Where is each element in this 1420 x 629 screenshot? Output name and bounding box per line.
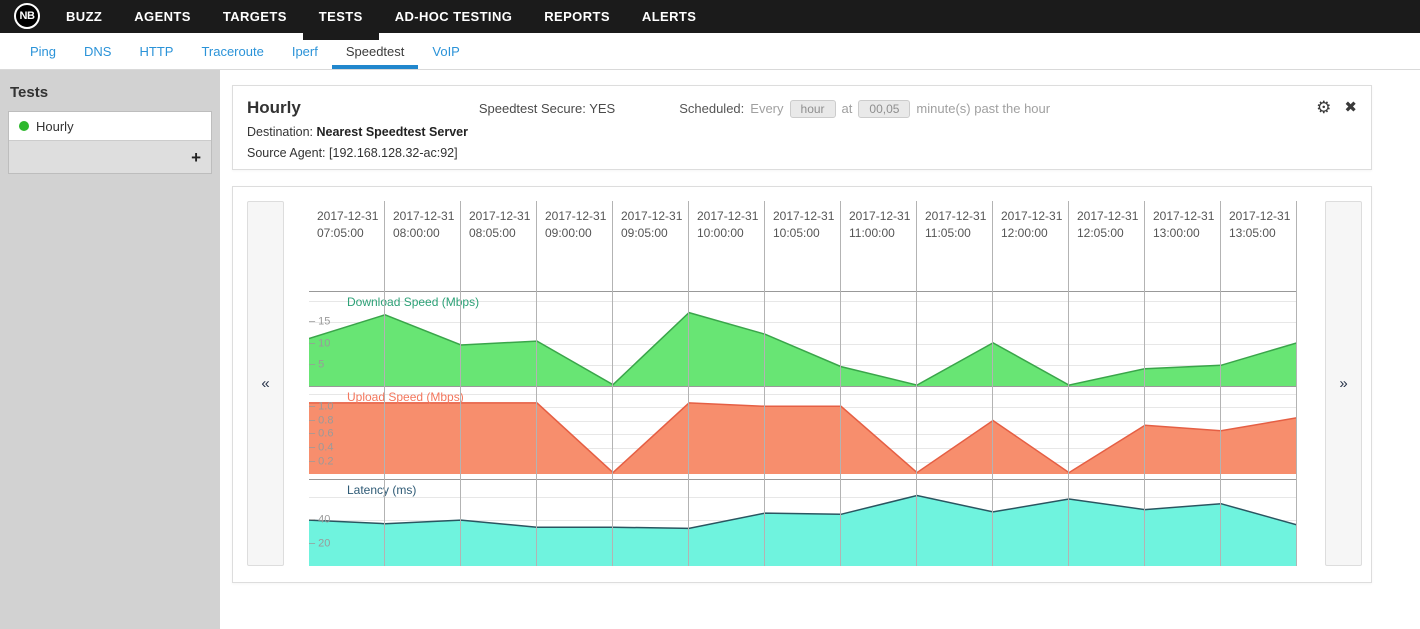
- subnav-item-ping[interactable]: Ping: [30, 43, 57, 59]
- latency-chart: – 20 – 40 Latency (ms): [309, 479, 1297, 566]
- horizontal-gridline: [309, 322, 1297, 324]
- destination-label: Destination:: [247, 125, 314, 139]
- destination-value: Nearest Speedtest Server: [316, 125, 468, 139]
- subnav-item-voip[interactable]: VoIP: [432, 43, 460, 59]
- upload-speed-area: [309, 402, 1297, 474]
- latency-tick-20: – 20: [309, 536, 331, 549]
- timestamp-label: 2017-12-31 12:00:00: [1001, 209, 1063, 240]
- test-type-subnav: Ping DNS HTTP Traceroute Iperf Speedtest VoIP: [0, 33, 1420, 70]
- top-nav-items: BUZZ AGENTS TARGETS TESTS AD-HOC TESTING REPO…: [50, 0, 712, 40]
- speedtest-secure-text: Speedtest Secure: YES: [479, 101, 615, 116]
- download-speed-label: Download Speed (Mbps): [347, 295, 480, 309]
- upload-speed-tick-0.4: – 0.4: [309, 441, 334, 454]
- download-speed-chart: – 5 – 10 – 15 Download Speed (Mbps): [309, 291, 1297, 386]
- scheduled-label: Scheduled:: [679, 101, 745, 116]
- subnav-item-iperf[interactable]: Iperf: [291, 43, 318, 59]
- timestamp-label: 2017-12-31 13:05:00: [1229, 209, 1291, 240]
- scheduled-suffix-label: minute(s) past the hour: [916, 101, 1051, 116]
- latency-label: Latency (ms): [347, 483, 417, 497]
- download-speed-tick-10: – 10: [309, 337, 331, 350]
- status-dot-icon: [19, 121, 29, 131]
- interval-select[interactable]: hour: [789, 99, 836, 118]
- source-agent-label: Source Agent:: [247, 146, 326, 160]
- minutes-input[interactable]: 00,05: [858, 99, 911, 118]
- timestamp-label: 2017-12-31 11:05:00: [925, 209, 987, 240]
- nav-item-reports[interactable]: REPORTS: [544, 9, 610, 24]
- test-title: Hourly: [247, 98, 301, 117]
- timestamp-header-row: 2017-12-31 07:05:00 2017-12-31 08:00:00 2017…: [309, 201, 1297, 291]
- upload-speed-tick-0.8: – 0.8: [309, 414, 334, 427]
- horizontal-gridline: [309, 393, 1297, 395]
- nav-item-buzz[interactable]: BUZZ: [66, 9, 103, 24]
- upload-speed-tick-0.6: – 0.6: [309, 427, 334, 440]
- latency-tick-40: – 40: [309, 513, 331, 526]
- sidebar-item-hourly[interactable]: Hourly: [9, 112, 211, 141]
- settings-gear-icon[interactable]: ⚙: [1316, 98, 1332, 117]
- timestamp-label: 2017-12-31 08:05:00: [469, 209, 531, 240]
- upload-speed-chart: – 0.2– 0.4– 0.6– 0.8– 1.0 Upload Speed (M…: [309, 386, 1297, 474]
- timestamp-label: 2017-12-31 09:00:00: [545, 209, 607, 240]
- upload-speed-label: Upload Speed (Mbps): [347, 390, 464, 404]
- horizontal-gridline: [309, 496, 1297, 498]
- subnav-item-traceroute[interactable]: Traceroute: [201, 43, 264, 59]
- sidebar-title: Tests: [10, 84, 49, 101]
- nav-item-alerts[interactable]: ALERTS: [641, 9, 697, 24]
- subnav-item-http[interactable]: HTTP: [139, 43, 174, 59]
- timestamp-label: 2017-12-31 08:00:00: [393, 209, 455, 240]
- at-label: at: [841, 101, 853, 116]
- add-test-row: +: [9, 141, 211, 173]
- download-speed-area: [309, 311, 1297, 386]
- horizontal-gridline: [309, 300, 1297, 302]
- source-agent-value: [192.168.128.32-ac:92]: [329, 146, 458, 160]
- source-agent-row: Source Agent: [192.168.128.32-ac:92]: [247, 146, 1357, 160]
- speedtest-chart-panel: « » 2017-12-31 07:05:00 2017-12-31 08:00:00…: [232, 186, 1372, 583]
- test-list: Hourly +: [8, 111, 212, 174]
- close-icon[interactable]: ✖: [1344, 99, 1357, 116]
- upload-speed-tick-0.2: – 0.2: [309, 454, 334, 467]
- scheduled-every-label: Every: [750, 101, 784, 116]
- nav-item-agents[interactable]: AGENTS: [134, 9, 191, 24]
- download-speed-tick-5: – 5: [309, 358, 325, 371]
- subnav-item-speedtest[interactable]: Speedtest: [331, 33, 419, 69]
- upload-speed-tick-1.0: – 1.0: [309, 400, 334, 413]
- scroll-left-button[interactable]: «: [247, 201, 284, 566]
- scroll-right-button[interactable]: »: [1325, 201, 1362, 566]
- schedule-settings: Scheduled: Every hour at 00,05 minute(s)…: [679, 99, 1051, 118]
- add-test-button[interactable]: +: [191, 147, 201, 167]
- test-item-label: Hourly: [36, 118, 74, 134]
- timestamp-label: 2017-12-31 09:05:00: [621, 209, 683, 240]
- timestamp-label: 2017-12-31 13:00:00: [1153, 209, 1215, 240]
- timestamp-label: 2017-12-31 10:00:00: [697, 209, 759, 240]
- nav-item-targets[interactable]: TARGETS: [222, 9, 287, 24]
- tests-sidebar: Tests Hourly +: [0, 70, 220, 629]
- secure-value: YES: [589, 101, 616, 116]
- secure-label: Speedtest Secure:: [478, 101, 586, 116]
- test-header-panel: Hourly Speedtest Secure: YES Scheduled: …: [232, 85, 1372, 170]
- subnav-item-dns[interactable]: DNS: [84, 43, 112, 59]
- timestamp-label: 2017-12-31 07:05:00: [317, 209, 379, 240]
- timestamp-label: 2017-12-31 11:00:00: [849, 209, 911, 240]
- netbeez-logo[interactable]: NB: [14, 3, 40, 29]
- nav-item-tests[interactable]: TESTS: [302, 0, 379, 40]
- top-navbar: NB BUZZ AGENTS TARGETS TESTS AD-HOC TESTING R…: [0, 0, 1420, 40]
- chart-region: 2017-12-31 07:05:00 2017-12-31 08:00:00 2017…: [309, 201, 1297, 566]
- timestamp-label: 2017-12-31 12:05:00: [1077, 209, 1139, 240]
- download-speed-tick-15: – 15: [309, 315, 331, 328]
- timestamp-label: 2017-12-31 10:05:00: [773, 209, 835, 240]
- horizontal-gridline: [309, 343, 1297, 345]
- nav-item-ad-hoc-testing[interactable]: AD-HOC TESTING: [394, 9, 513, 24]
- destination-row: Destination: Nearest Speedtest Server: [247, 125, 1357, 139]
- latency-area: [309, 494, 1297, 566]
